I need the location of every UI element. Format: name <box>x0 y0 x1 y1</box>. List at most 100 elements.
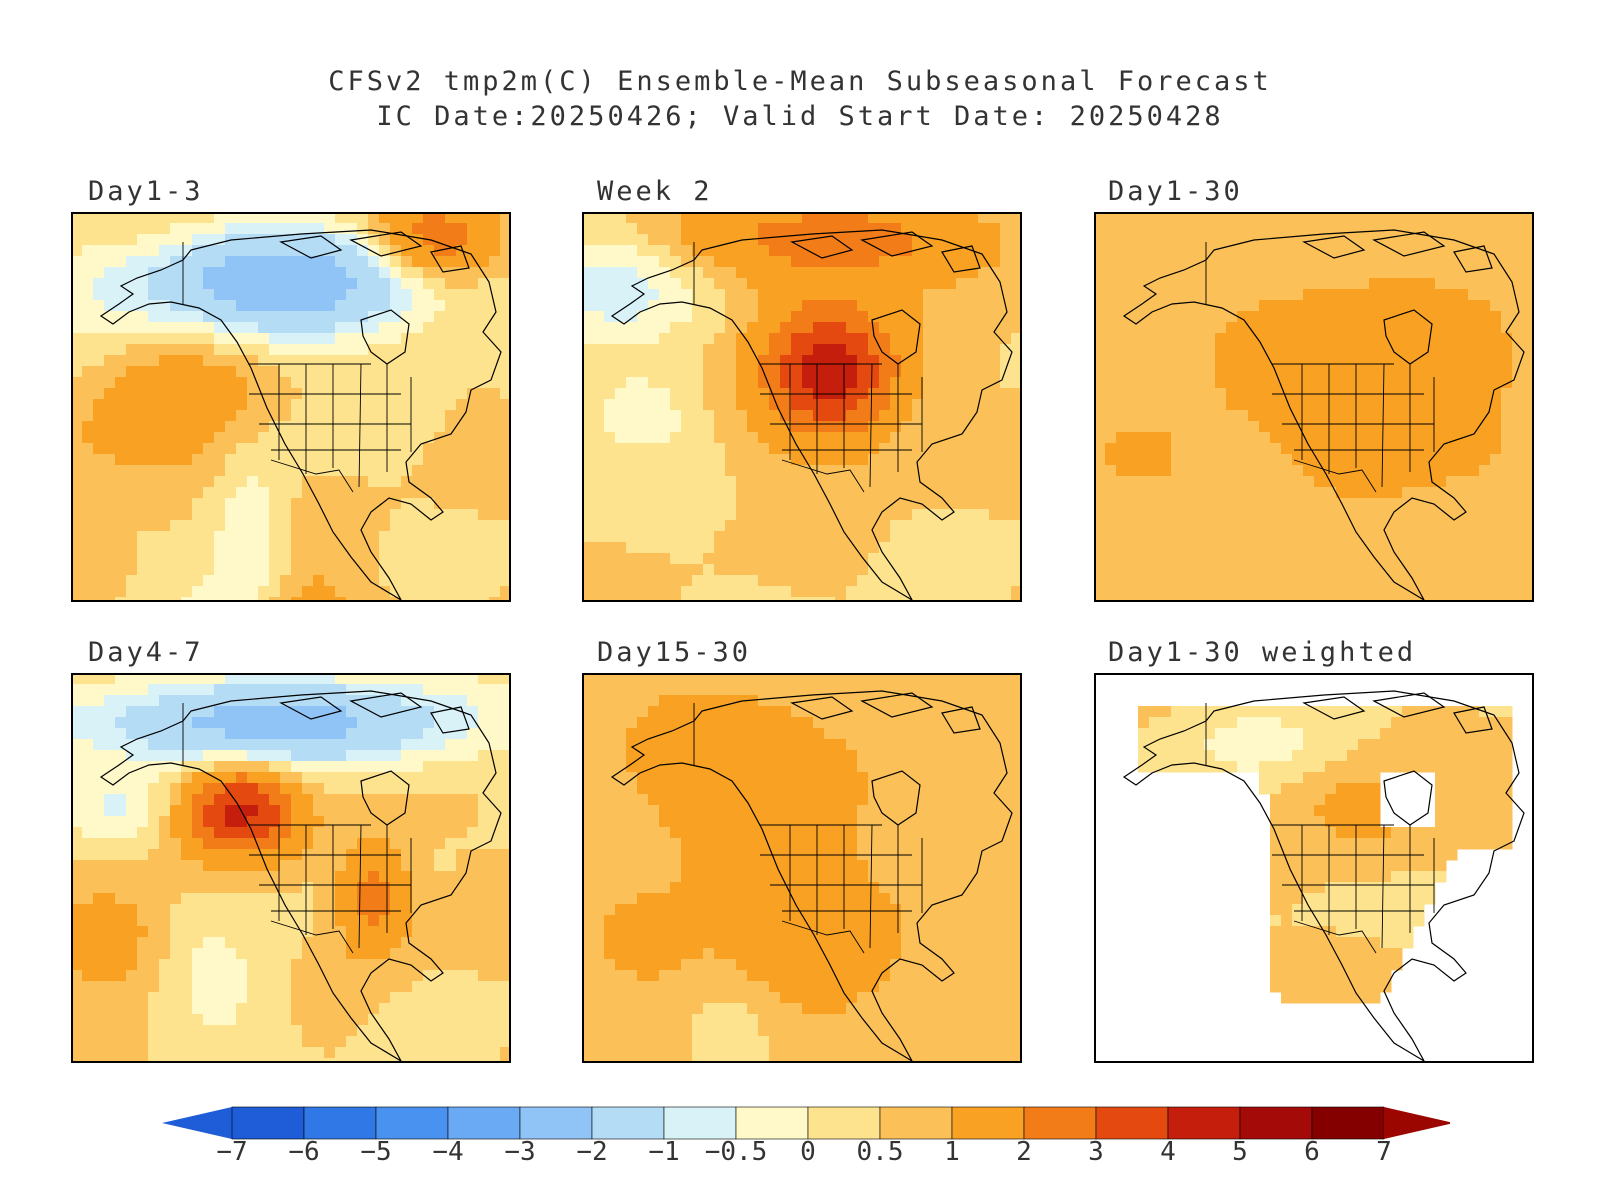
colorbar-segment <box>375 1106 449 1140</box>
colorbar-tick-label: −4 <box>432 1137 464 1167</box>
map-svg <box>1094 673 1534 1063</box>
colorbar-segment <box>1023 1106 1097 1140</box>
map-frame <box>71 673 511 1063</box>
map-svg <box>1094 212 1534 602</box>
map-panel-day15-30 <box>582 673 1022 1063</box>
coastline <box>860 231 934 257</box>
colorbar-segment <box>1239 1106 1313 1140</box>
political-boundary <box>781 920 865 954</box>
anomaly-field <box>582 673 1022 1063</box>
panel-label-day15-30: Day15-30 <box>597 637 752 668</box>
colorbar-tick-label: 0.5 <box>856 1137 904 1167</box>
coastline <box>860 692 934 718</box>
coastline <box>99 229 502 602</box>
colorbar-tick-label: 1 <box>944 1137 960 1167</box>
map-panel-day1-3 <box>71 212 511 602</box>
colorbar-segment <box>1311 1106 1385 1140</box>
political-boundary <box>1293 459 1377 493</box>
coastline <box>349 692 423 718</box>
panel-label-day1-30: Day1-30 <box>1108 176 1243 207</box>
colorbar-tick-label: −5 <box>360 1137 392 1167</box>
chart-title-line1: CFSv2 tmp2m(C) Ensemble-Mean Subseasonal… <box>328 66 1272 97</box>
panel-label-day4-7: Day4-7 <box>88 637 204 668</box>
map-frame <box>582 212 1022 602</box>
political-boundary <box>1381 363 1385 488</box>
coastline <box>430 706 470 734</box>
colorbar-high-arrow <box>1384 1107 1450 1139</box>
anomaly-field <box>71 212 511 602</box>
colorbar-segment <box>591 1106 665 1140</box>
coastline <box>279 696 343 720</box>
political-boundary <box>1381 824 1385 949</box>
chart-title-line2: IC Date:20250426; Valid Start Date: 2025… <box>376 101 1224 132</box>
political-boundary <box>1293 920 1377 954</box>
anomaly-field <box>582 212 1022 602</box>
colorbar-tick-label: 2 <box>1016 1137 1032 1167</box>
coastline <box>941 245 981 273</box>
colorbar-tick-label: 0 <box>800 1137 816 1167</box>
colorbar-segment <box>447 1106 521 1140</box>
coastline <box>790 235 854 259</box>
map-panel-week2 <box>582 212 1022 602</box>
political-boundary <box>358 363 362 488</box>
coastline <box>790 696 854 720</box>
anomaly-field <box>1138 706 1513 1004</box>
map-frame <box>1094 673 1534 1063</box>
colorbar-segment <box>663 1106 737 1140</box>
colorbar-segment <box>1167 1106 1241 1140</box>
colorbar-tick-label: −1 <box>648 1137 680 1167</box>
map-panel-day1-30-weighted <box>1094 673 1534 1063</box>
colorbar-tick-label: 7 <box>1376 1137 1392 1167</box>
coastline <box>1453 706 1493 734</box>
colorbar-segment <box>735 1106 809 1140</box>
colorbar-tick-label: 4 <box>1160 1137 1176 1167</box>
colorbar-segment <box>303 1106 377 1140</box>
colorbar-segment <box>879 1106 953 1140</box>
panel-label-day1-3: Day1-3 <box>88 176 204 207</box>
coastline <box>360 309 410 365</box>
colorbar-segment <box>951 1106 1025 1140</box>
coastline <box>610 690 1013 1063</box>
map-panel-day1-30 <box>1094 212 1534 602</box>
political-boundary <box>270 459 354 493</box>
map-frame <box>71 212 511 602</box>
map-svg <box>582 673 1022 1063</box>
coastline <box>871 309 921 365</box>
coastline <box>349 231 423 257</box>
coastline <box>1302 235 1366 259</box>
colorbar-segment <box>807 1106 881 1140</box>
colorbar-segment <box>1095 1106 1169 1140</box>
colorbar-tick-label: 6 <box>1304 1137 1320 1167</box>
coastline <box>99 690 502 1063</box>
coastline <box>610 229 1013 602</box>
colorbar-tick-label: −2 <box>576 1137 608 1167</box>
map-frame <box>1094 212 1534 602</box>
coastline <box>1383 770 1433 826</box>
map-svg <box>71 673 511 1063</box>
coastline <box>1122 690 1525 1063</box>
colorbar-tick-label: 3 <box>1088 1137 1104 1167</box>
coastline <box>1383 309 1433 365</box>
coastline <box>871 770 921 826</box>
anomaly-field <box>1094 212 1534 602</box>
coastline <box>1372 231 1446 257</box>
panel-label-week2: Week 2 <box>597 176 713 207</box>
colorbar-tick-label: 5 <box>1232 1137 1248 1167</box>
political-boundary <box>781 459 865 493</box>
coastline <box>360 770 410 826</box>
map-panel-day4-7 <box>71 673 511 1063</box>
anomaly-field <box>71 673 511 1063</box>
coastline <box>1122 229 1525 602</box>
map-frame <box>582 673 1022 1063</box>
colorbar-tick-label: −3 <box>504 1137 536 1167</box>
colorbar-tick-label: −0.5 <box>704 1137 768 1167</box>
coastline <box>430 245 470 273</box>
political-boundary <box>358 824 362 949</box>
colorbar-low-arrow <box>162 1107 232 1139</box>
political-boundary <box>869 824 873 949</box>
colorbar <box>162 1106 1450 1140</box>
coastline <box>1372 692 1446 718</box>
colorbar-segment <box>231 1106 305 1140</box>
map-svg <box>582 212 1022 602</box>
coastline <box>1453 245 1493 273</box>
